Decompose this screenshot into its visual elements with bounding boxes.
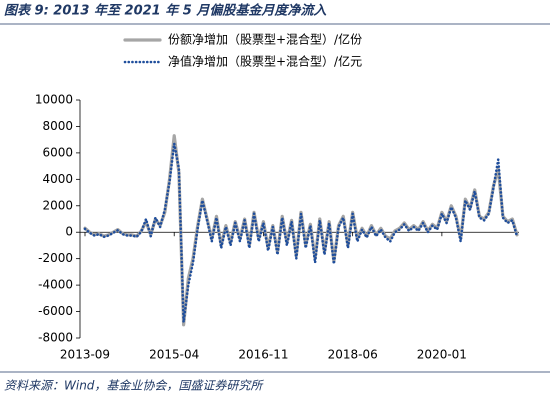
y-tick-label: 0 bbox=[65, 225, 73, 239]
series-line bbox=[83, 134, 519, 327]
y-tick-label: 4000 bbox=[42, 172, 73, 186]
x-tick-label: 2016-11 bbox=[238, 348, 288, 362]
y-tick-label: 6000 bbox=[42, 145, 73, 159]
y-tick-label: -6000 bbox=[38, 304, 73, 318]
x-tick-label: 2015-04 bbox=[149, 348, 199, 362]
y-tick-label: -2000 bbox=[38, 251, 73, 265]
y-tick-label: 10000 bbox=[35, 93, 73, 107]
y-tick-label: -8000 bbox=[38, 331, 73, 345]
x-tick-label: 2020-01 bbox=[417, 348, 467, 362]
x-tick-label: 2013-09 bbox=[60, 348, 110, 362]
chart-title: 图表 9: 2013 年至 2021 年 5 月偏股基金月度净流入 bbox=[4, 3, 326, 19]
y-tick-label: 8000 bbox=[42, 119, 73, 133]
y-tick-label: 2000 bbox=[42, 198, 73, 212]
source-note: 资料来源：Wind，基金业协会，国盛证券研究所 bbox=[4, 379, 264, 393]
legend-label: 净值净增加（股票型+混合型）/亿元 bbox=[168, 54, 362, 69]
y-tick-label: -4000 bbox=[38, 278, 73, 292]
legend-label: 份额净增加（股票型+混合型）/亿份 bbox=[168, 32, 362, 47]
series-line bbox=[83, 142, 519, 324]
x-tick-label: 2018-06 bbox=[328, 348, 378, 362]
